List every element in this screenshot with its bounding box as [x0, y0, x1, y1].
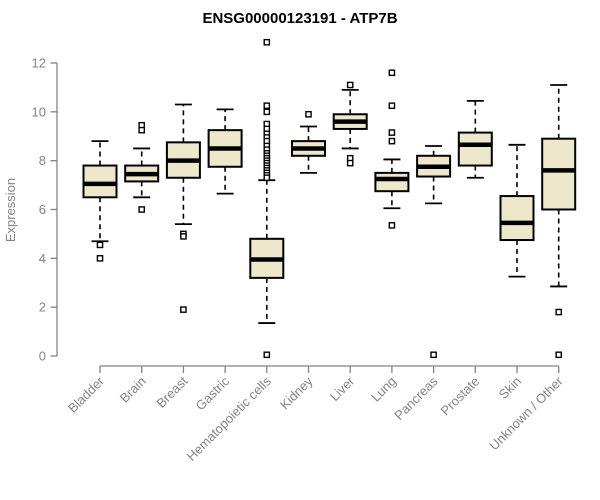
- outlier-point: [180, 233, 187, 240]
- x-tick-label: Liver: [327, 373, 358, 404]
- outlier-point: [388, 222, 396, 229]
- box-group: [499, 143, 535, 278]
- iqr-box: [541, 137, 577, 211]
- outlier-point: [263, 108, 271, 116]
- outlier-point: [263, 102, 271, 110]
- chart-title: ENSG00000123191 - ATP7B: [202, 10, 397, 27]
- box-group: [165, 103, 201, 313]
- x-tick-label: Pancreas: [391, 373, 441, 423]
- x-tick-label: Brain: [117, 374, 149, 406]
- box-group: [332, 81, 368, 167]
- outlier-point: [346, 159, 354, 167]
- outlier-point: [388, 129, 396, 136]
- y-tick-label: 4: [39, 251, 46, 266]
- x-tick-label: Kidney: [277, 373, 316, 412]
- box-group: [124, 121, 160, 213]
- y-tick-label: 2: [39, 300, 46, 315]
- outlier-point: [263, 351, 271, 359]
- iqr-box: [374, 171, 410, 193]
- y-tick-label: 12: [32, 56, 46, 71]
- box-group: [541, 84, 577, 359]
- outlier-point: [388, 102, 396, 110]
- outlier-point: [555, 308, 562, 316]
- box-group: [82, 140, 118, 262]
- y-tick-label: 10: [32, 104, 46, 119]
- outlier-point: [138, 126, 146, 134]
- box-group: [291, 110, 326, 174]
- box-group: [249, 38, 285, 359]
- x-tick-label: Gastric: [193, 373, 233, 413]
- outlier-point: [346, 81, 354, 89]
- box-group: [207, 108, 243, 195]
- outlier-point: [180, 306, 187, 313]
- outlier-point: [388, 137, 396, 145]
- iqr-box: [457, 131, 493, 167]
- y-tick-label: 0: [39, 349, 46, 364]
- box-group: [457, 99, 493, 179]
- iqr-box: [82, 164, 118, 199]
- x-tick-label: Skin: [496, 374, 524, 402]
- outlier-point: [96, 255, 104, 262]
- x-tick-label: Unknown / Other: [486, 373, 566, 453]
- y-axis-label: Expression: [3, 178, 18, 242]
- box-series: [82, 38, 577, 359]
- box-group: [374, 69, 410, 229]
- outlier-point: [555, 351, 562, 359]
- outlier-point: [96, 241, 104, 249]
- y-tick-label: 8: [39, 153, 46, 168]
- y-tick-label: 6: [39, 202, 46, 217]
- x-tick-label: Lung: [368, 374, 399, 405]
- box-group: [416, 145, 452, 359]
- x-tick-label: Bladder: [65, 373, 108, 416]
- outlier-point: [430, 351, 437, 359]
- outlier-point: [305, 110, 312, 118]
- outlier-point: [263, 38, 271, 46]
- x-tick-label: Breast: [153, 373, 190, 410]
- outlier-point: [263, 174, 271, 182]
- outlier-point: [138, 206, 146, 213]
- outlier-point: [388, 69, 396, 77]
- x-tick-label: Prostate: [438, 374, 483, 419]
- iqr-box: [499, 195, 535, 242]
